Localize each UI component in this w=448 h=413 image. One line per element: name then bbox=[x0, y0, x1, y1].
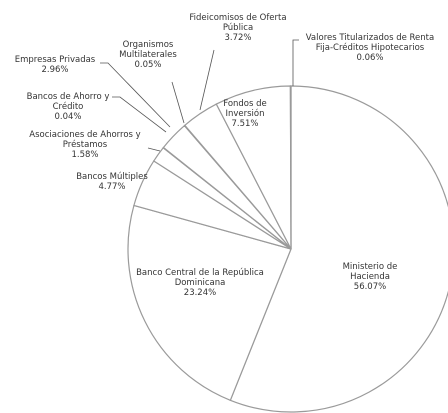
slice-name: Valores Titularizados de Renta Fija-Créd… bbox=[305, 33, 435, 53]
slice-label: Bancos Múltiples 4.77% bbox=[57, 172, 167, 192]
slice-name: Banco Central de la República Dominicana bbox=[136, 268, 264, 288]
pie-slice bbox=[289, 85, 292, 250]
leader-line bbox=[171, 81, 185, 124]
pie-slice bbox=[127, 204, 292, 402]
leader-line bbox=[100, 62, 171, 128]
slice-label: Asociaciones de Ahorros y Préstamos 1.58% bbox=[25, 130, 145, 160]
slice-value: 0.04% bbox=[54, 112, 82, 122]
slice-name: Bancos de Ahorro y Crédito bbox=[26, 92, 110, 112]
slice-name: Fondos de Inversión bbox=[223, 99, 267, 119]
slice-label: Valores Titularizados de Renta Fija-Créd… bbox=[300, 33, 440, 63]
slice-value: 23.24% bbox=[183, 288, 217, 298]
slice-value: 7.51% bbox=[231, 119, 259, 129]
slice-label: Ministerio de Hacienda 56.07% bbox=[325, 262, 415, 292]
slice-value: 3.72% bbox=[224, 33, 252, 43]
slice-name: Organismos Multilaterales bbox=[119, 40, 177, 60]
pie-slice bbox=[229, 85, 448, 413]
slice-value: 0.06% bbox=[356, 53, 384, 63]
slice-value: 2.96% bbox=[41, 65, 69, 75]
slice-value: 56.07% bbox=[353, 282, 387, 292]
slice-name: Ministerio de Hacienda bbox=[342, 262, 398, 282]
slice-name: Fideicomisos de Oferta Pública bbox=[189, 13, 287, 33]
leader-line bbox=[147, 147, 161, 152]
slice-name: Bancos Múltiples bbox=[76, 172, 148, 182]
slice-label: Banco Central de la República Dominicana… bbox=[135, 268, 265, 298]
leader-line bbox=[112, 96, 167, 133]
leader-line bbox=[199, 49, 215, 111]
leader-line bbox=[292, 39, 299, 86]
slice-label: Fideicomisos de Oferta Pública 3.72% bbox=[188, 13, 288, 43]
slice-label: Empresas Privadas 2.96% bbox=[0, 55, 110, 75]
slice-value: 1.58% bbox=[71, 150, 99, 160]
slice-label: Organismos Multilaterales 0.05% bbox=[108, 40, 188, 70]
slice-value: 0.05% bbox=[134, 60, 162, 70]
slice-name: Asociaciones de Ahorros y Préstamos bbox=[29, 130, 141, 150]
slice-label: Bancos de Ahorro y Crédito 0.04% bbox=[18, 92, 118, 122]
slice-value: 4.77% bbox=[98, 182, 126, 192]
slice-label: Fondos de Inversión 7.51% bbox=[210, 99, 280, 129]
slice-name: Empresas Privadas bbox=[14, 55, 96, 65]
